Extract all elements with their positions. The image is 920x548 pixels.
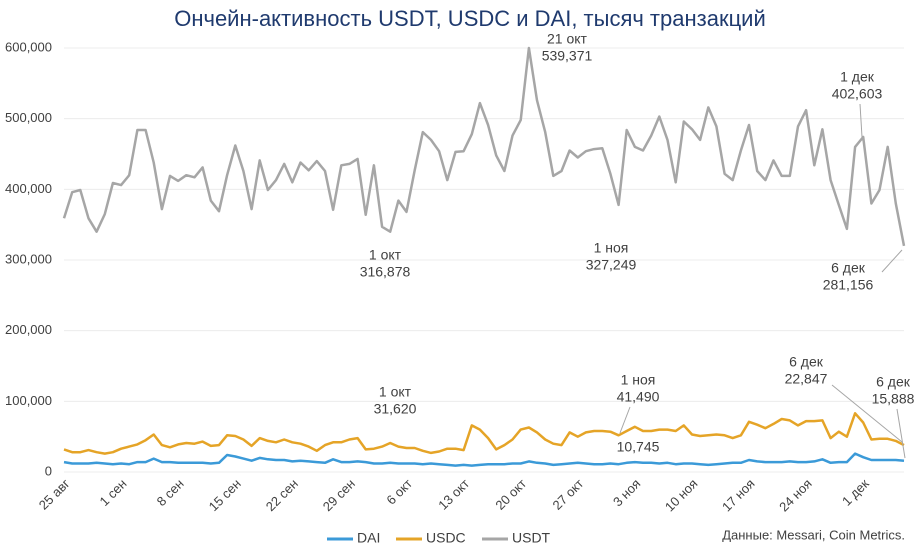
source-note: Данные: Messari, Coin Metrics. [722,527,905,542]
annotation-leader [881,249,903,273]
chart-title: Ончейн-активность USDT, USDC и DAI, тыся… [174,6,766,31]
y-tick-label: 300,000 [5,251,52,266]
annotation: 1 ноя [621,372,656,388]
x-tick-label: 3 ноя [610,476,643,509]
x-tick-label: 17 ноя [719,476,758,515]
x-tick-label: 15 сен [206,476,244,514]
y-tick-label: 400,000 [5,181,52,196]
x-tick-label: 1 сен [97,476,130,509]
y-tick-label: 100,000 [5,393,52,408]
annotation: 402,603 [832,86,883,102]
annotation: 6 дек [876,374,911,390]
x-tick-label: 6 окт [383,476,415,508]
x-tick-label: 8 сен [154,476,187,509]
x-tick-label: 27 окт [550,476,587,513]
annotation: 15,888 [872,391,915,407]
annotation: 1 окт [369,247,402,263]
y-tick-label: 0 [45,463,52,478]
annotation-leader [896,408,906,459]
annotation: 281,156 [823,277,874,293]
annotation: 1 дек [840,69,875,85]
annotation: 1 окт [379,384,412,400]
legend-label: DAI [357,530,380,546]
annotation: 6 дек [789,354,824,370]
annotation: 22,847 [785,371,828,387]
annotation: 327,249 [586,257,637,273]
x-tick-label: 22 сен [263,476,301,514]
series-line [62,46,906,247]
x-tick-label: 1 дек [839,476,872,509]
x-tick-label: 24 ноя [776,476,815,515]
x-tick-label: 20 окт [492,476,529,513]
legend-label: USDC [426,530,466,546]
annotation-leader [831,384,903,443]
x-tick-label: 10 ноя [662,476,701,515]
annotation-leader [619,406,631,434]
y-tick-label: 200,000 [5,322,52,337]
y-tick-label: 500,000 [5,110,52,125]
x-tick-label: 29 сен [320,476,358,514]
annotation: 6 дек [831,260,866,276]
series-line [63,412,905,455]
annotation: 10,745 [617,439,660,455]
annotation: 31,620 [374,401,417,417]
annotation: 316,878 [360,264,411,280]
x-tick-label: 25 авг [36,476,73,513]
legend-label: USDT [512,530,551,546]
annotation: 1 ноя [594,240,629,256]
annotation: 539,371 [542,48,593,64]
annotation: 21 окт [547,31,588,47]
y-tick-label: 600,000 [5,39,52,54]
annotation-leader [859,103,863,138]
x-tick-label: 13 окт [435,476,472,513]
series-line [63,452,905,467]
annotation: 41,490 [617,389,660,405]
